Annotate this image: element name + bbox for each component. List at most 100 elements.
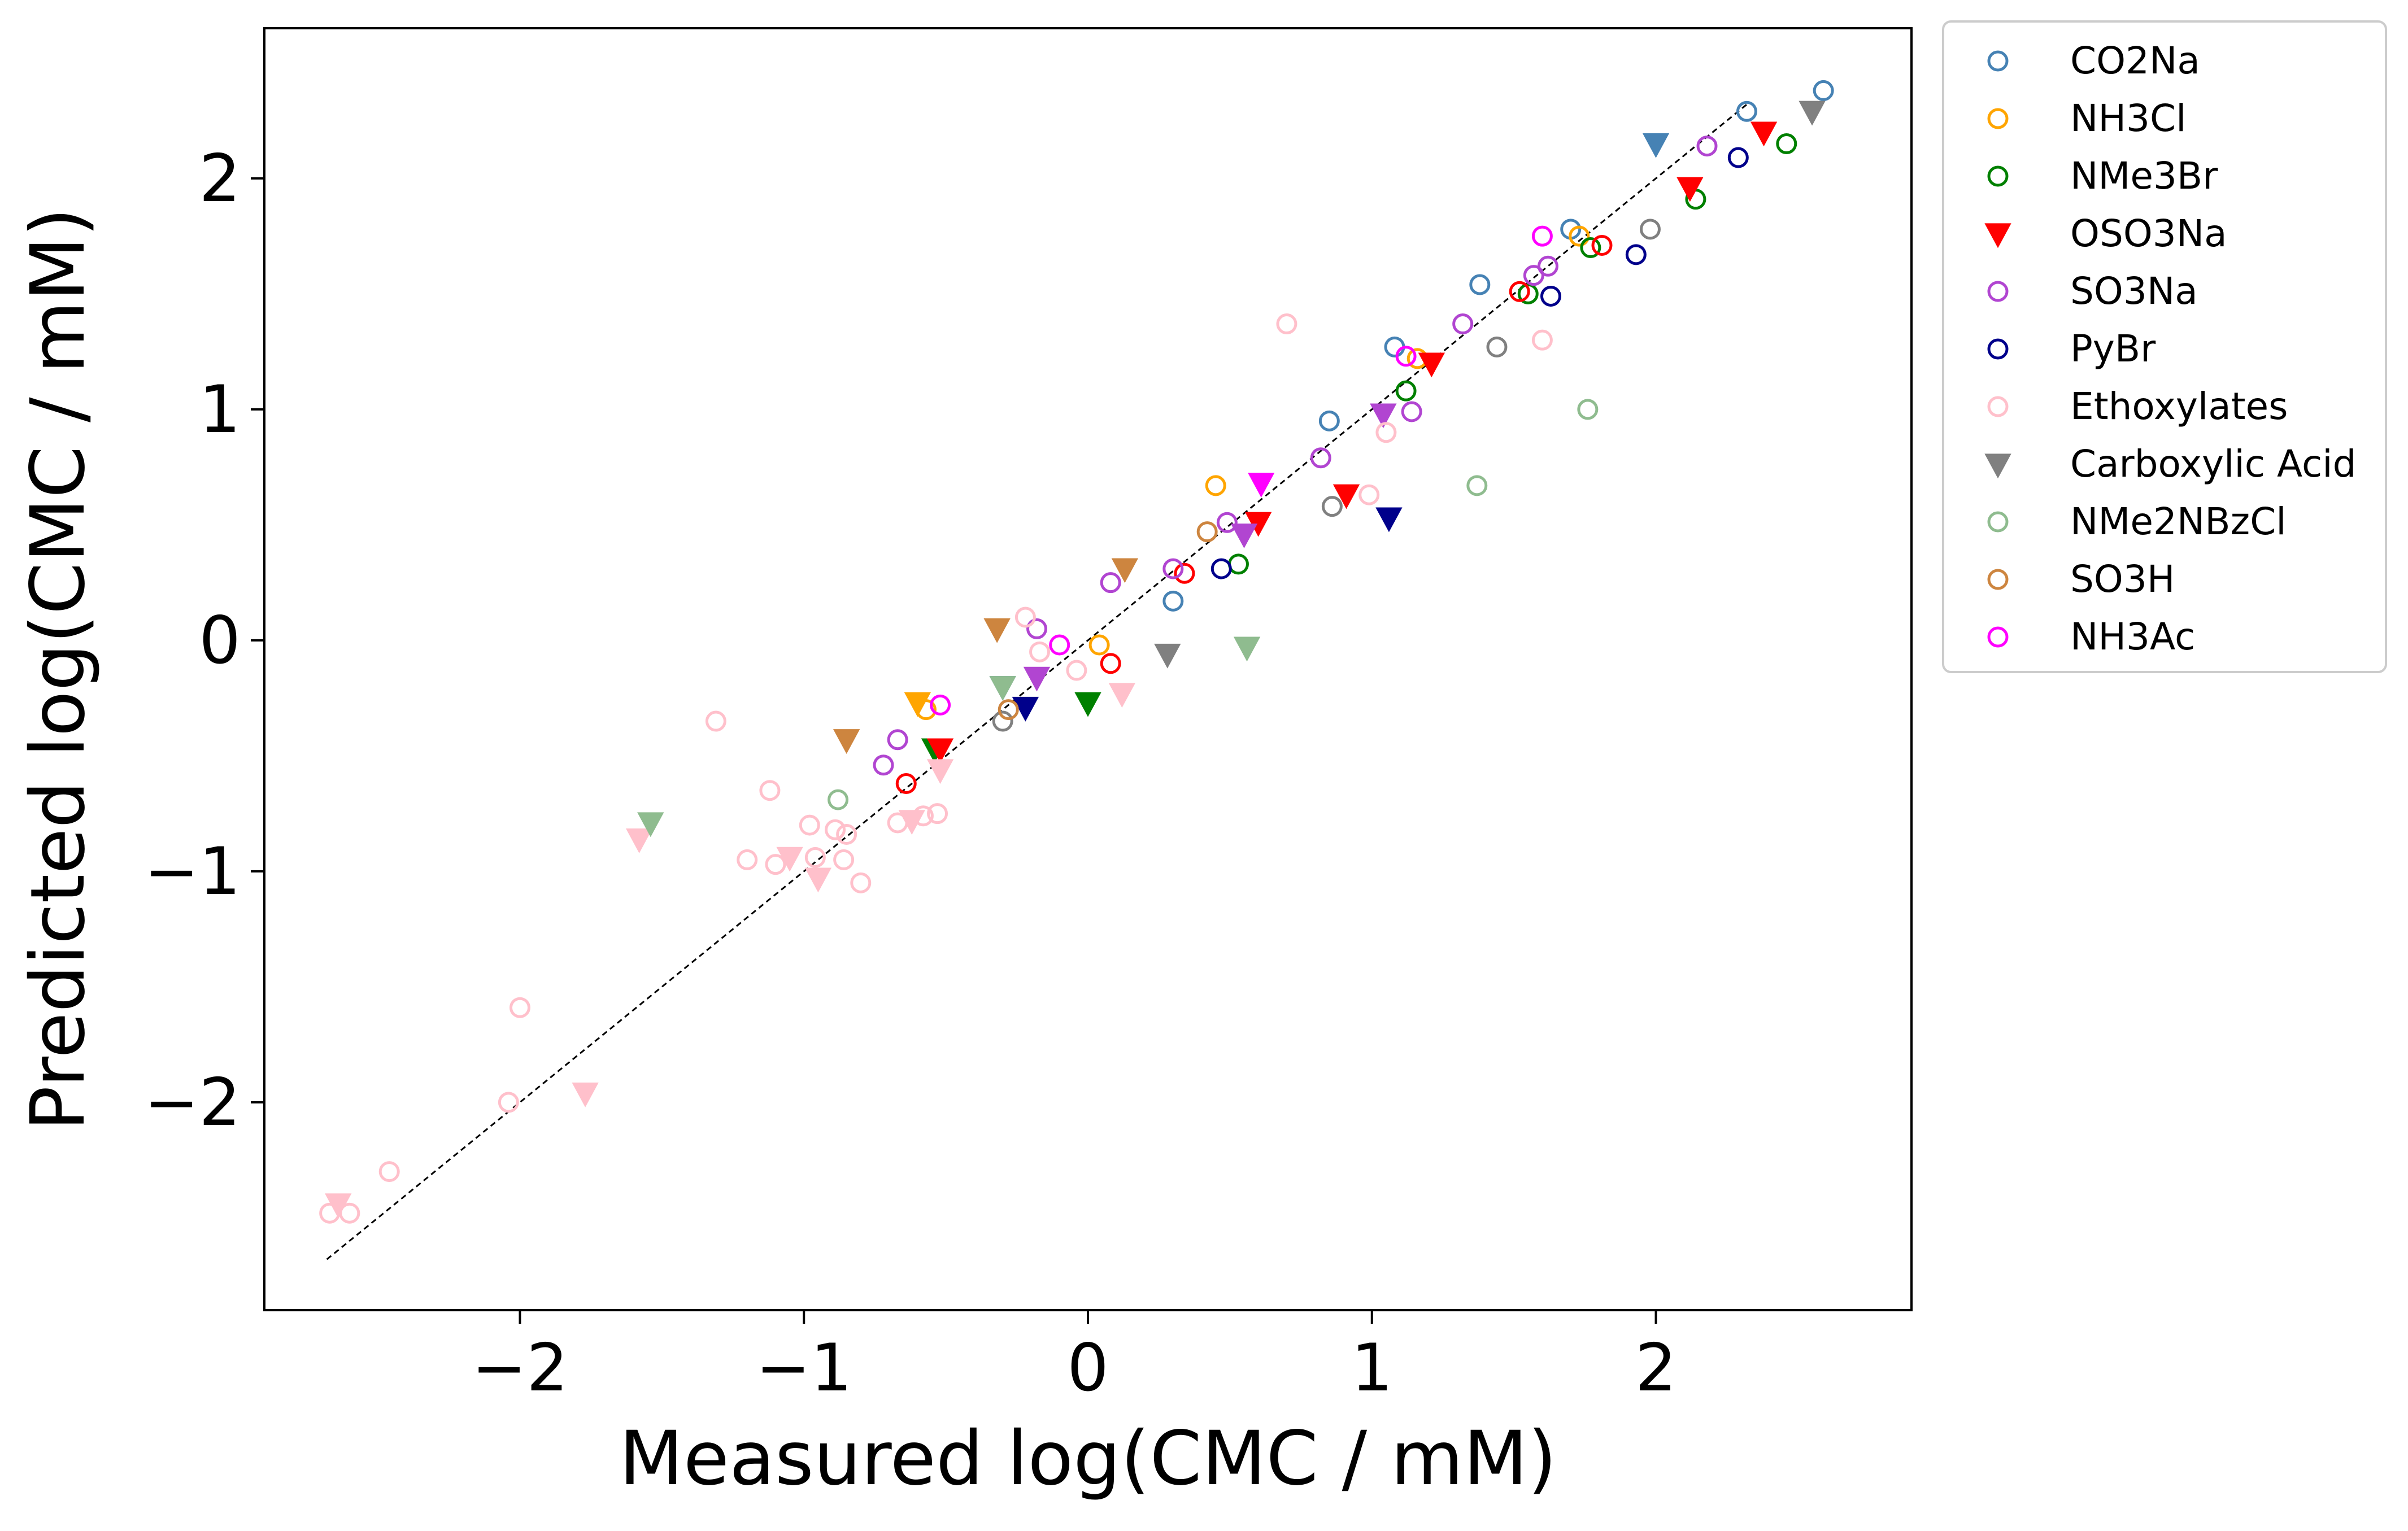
data-point-ethoxylates xyxy=(1375,422,1397,443)
data-point-co2na xyxy=(1469,274,1491,295)
x-tick-label: −2 xyxy=(472,1330,568,1406)
data-point-pybr xyxy=(1210,558,1232,579)
data-point-ethoxylates xyxy=(705,710,726,732)
legend-label-co2na: CO2Na xyxy=(2070,39,2200,82)
data-point-ethoxylates xyxy=(498,1092,519,1113)
data-point-so3na xyxy=(1230,524,1258,548)
data-point-nme2nbzcl xyxy=(828,789,849,810)
legend-label-so3na: SO3Na xyxy=(2070,269,2198,313)
data-point-ethoxylates xyxy=(325,1193,352,1219)
data-point-so3h xyxy=(1111,558,1139,583)
data-point-oso3na xyxy=(1174,562,1195,584)
data-point-nh3ac xyxy=(1531,225,1553,247)
data-point-carboxylic-acid xyxy=(1321,496,1343,517)
data-point-ethoxylates xyxy=(850,872,872,893)
legend-marker-nme2nbzcl xyxy=(1987,511,2009,533)
data-marks xyxy=(319,80,1834,1260)
data-point-ethoxylates xyxy=(572,1082,599,1107)
data-point-carboxylic-acid xyxy=(1639,219,1661,240)
data-point-ethoxylates xyxy=(1531,329,1553,351)
data-point-nme3br xyxy=(1074,692,1101,717)
data-point-oso3na xyxy=(1750,121,1778,147)
data-point-ethoxylates xyxy=(509,997,530,1018)
data-point-nh3ac xyxy=(1248,473,1275,498)
y-tick-label: −1 xyxy=(144,834,241,910)
data-point-nh3cl xyxy=(1205,475,1226,496)
data-point-oso3na xyxy=(1333,484,1360,509)
data-point-nme3br xyxy=(1776,133,1797,155)
data-point-so3h xyxy=(998,699,1019,721)
data-point-oso3na xyxy=(1591,234,1613,256)
data-point-pybr xyxy=(1625,244,1647,265)
legend-marker-nme3br xyxy=(1987,165,2009,187)
x-tick-label: 0 xyxy=(1067,1330,1109,1406)
data-point-pybr xyxy=(1375,507,1403,533)
data-point-ethoxylates xyxy=(1014,607,1036,628)
data-point-pybr xyxy=(1727,147,1749,168)
data-point-ethoxylates xyxy=(898,810,925,835)
data-point-nme3br xyxy=(1580,237,1601,259)
data-point-co2na xyxy=(1318,410,1340,431)
legend-label-pybr: PyBr xyxy=(2070,327,2156,370)
data-point-pybr xyxy=(1012,696,1039,722)
x-tick-label: 2 xyxy=(1635,1330,1677,1406)
data-point-so3na xyxy=(1696,136,1718,157)
data-point-ethoxylates xyxy=(825,819,846,840)
data-point-oso3na xyxy=(1100,653,1121,674)
y-tick-label: −2 xyxy=(144,1065,241,1141)
axis-ticks: −2 −1 0 1 2 −2 −1 0 1 2 xyxy=(144,141,1677,1406)
data-point-so3na xyxy=(1523,265,1544,286)
data-point-nh3cl xyxy=(1088,634,1110,656)
data-point-nme2nbzcl xyxy=(1233,636,1261,662)
data-point-oso3na xyxy=(1509,281,1530,302)
data-point-co2na xyxy=(1642,133,1670,158)
data-point-oso3na xyxy=(926,738,954,764)
y-tick-label: 0 xyxy=(199,603,241,679)
data-point-nme2nbzcl xyxy=(989,676,1016,701)
data-point-so3h xyxy=(833,729,860,754)
legend-marker-co2na xyxy=(1987,50,2009,72)
legend-marker-nh3ac xyxy=(1987,626,2009,648)
data-point-ethoxylates xyxy=(625,828,653,853)
data-point-so3h xyxy=(983,618,1011,643)
data-point-carboxylic-acid xyxy=(1799,101,1826,126)
data-point-ethoxylates xyxy=(833,849,855,870)
data-point-co2na xyxy=(1736,101,1757,122)
data-point-ethoxylates xyxy=(804,847,826,868)
data-point-so3na xyxy=(873,754,894,776)
data-point-ethoxylates xyxy=(804,867,832,893)
data-point-nh3cl xyxy=(1569,225,1590,247)
legend-label-so3h: SO3H xyxy=(2070,557,2175,601)
data-point-ethoxylates xyxy=(799,814,820,836)
x-tick-label: 1 xyxy=(1351,1330,1393,1406)
data-point-ethoxylates xyxy=(1029,641,1051,662)
data-point-so3na xyxy=(1023,666,1051,692)
data-point-co2na xyxy=(1162,590,1184,612)
data-point-ethoxylates xyxy=(765,854,786,875)
legend-marker-so3na xyxy=(1987,281,2009,302)
data-point-nme2nbzcl xyxy=(1466,475,1488,496)
legend-marker-ethoxylates xyxy=(1987,396,2009,417)
data-point-oso3na xyxy=(1677,177,1704,202)
legend-marker-carboxylic-acid xyxy=(1984,453,2011,479)
data-point-so3h xyxy=(1196,521,1218,543)
legend-label-oso3na: OSO3Na xyxy=(2070,212,2227,255)
x-tick-label: −1 xyxy=(756,1330,852,1406)
data-point-so3na xyxy=(1162,558,1184,579)
data-point-nh3ac xyxy=(930,694,951,716)
legend-entries: CO2Na NH3Cl NMe3Br OSO3Na SO3Na PyBr Ethoxylat… xyxy=(1984,39,2356,658)
data-point-co2na xyxy=(1813,80,1834,101)
data-point-carboxylic-acid xyxy=(992,710,1013,732)
data-point-so3na xyxy=(1310,447,1331,469)
y-tick-label: 2 xyxy=(199,141,241,217)
data-point-so3na xyxy=(1537,255,1558,277)
data-point-ethoxylates xyxy=(776,847,803,872)
legend-label-ethoxylates: Ethoxylates xyxy=(2070,385,2288,428)
legend-label-nme2nbzcl: NMe2NBzCl xyxy=(2070,500,2287,543)
data-point-so3na xyxy=(1452,313,1474,335)
data-point-nh3ac xyxy=(1395,346,1417,367)
y-tick-label: 1 xyxy=(199,372,241,448)
data-point-nh3ac xyxy=(1049,634,1070,656)
data-point-pybr xyxy=(1540,285,1561,307)
